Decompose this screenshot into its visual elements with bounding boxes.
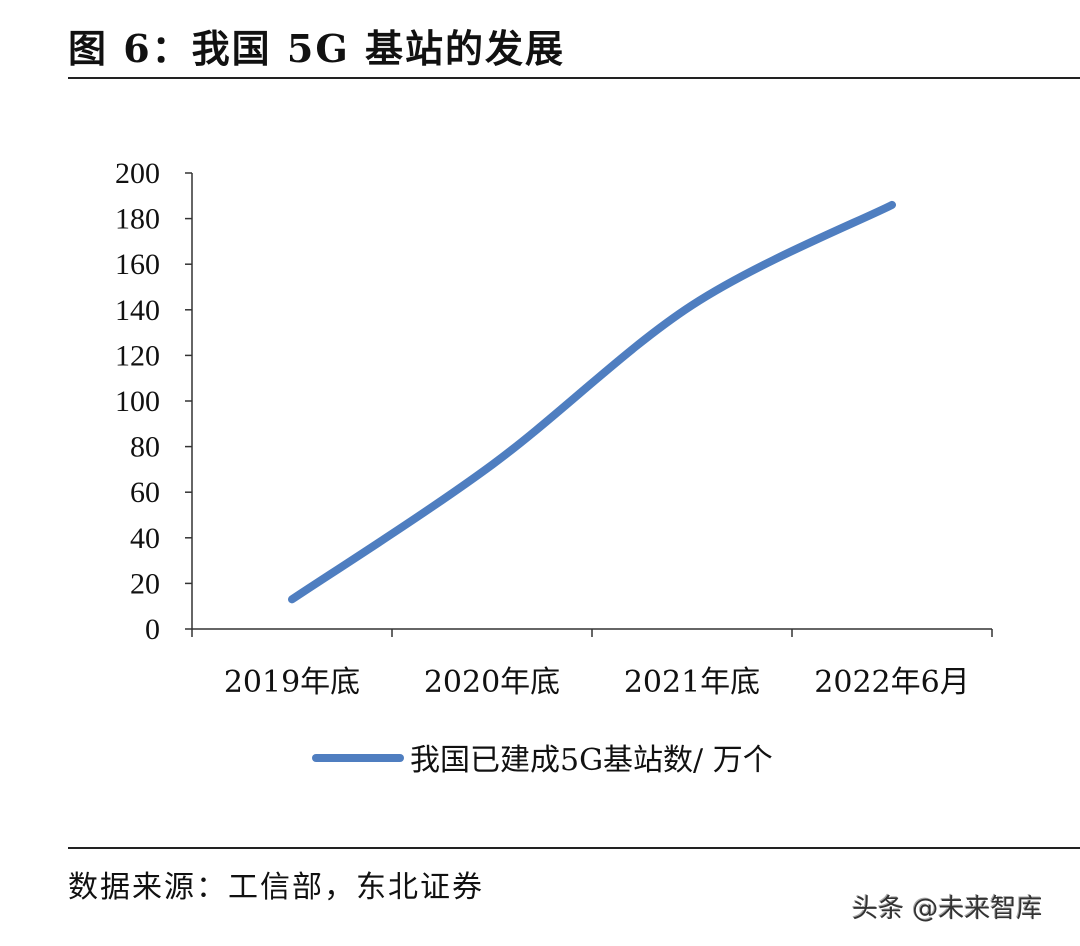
legend-label: 我国已建成5G基站数/ 万个: [410, 743, 773, 778]
x-tick-label: 2019年底: [224, 665, 360, 700]
line-chart: 0 20 40 60 80 100 120 140 160 180 200 2019年底 2020年底 2…: [115, 157, 993, 778]
y-tick-label: 160: [115, 248, 160, 281]
y-tick-label: 180: [115, 203, 160, 236]
y-tick-label: 200: [115, 157, 160, 190]
y-tick-label: 60: [130, 476, 160, 509]
y-tick-label: 80: [130, 431, 160, 464]
y-tick-label: 40: [130, 522, 160, 555]
data-source: 数据来源：工信部，东北证券: [68, 870, 484, 905]
y-tick-label: 100: [115, 385, 160, 418]
x-tick-label: 2021年底: [624, 665, 760, 700]
series-line: [288, 200, 896, 604]
y-tick-label: 0: [145, 613, 160, 646]
y-tick-label: 140: [115, 294, 160, 327]
title-rule: [68, 77, 1080, 79]
source-rule: [68, 847, 1080, 849]
figure-title: 图 6：我国 5G 基站的发展: [68, 26, 566, 71]
x-tick-label: 2020年底: [424, 665, 560, 700]
x-tick-label: 2022年6月: [814, 665, 969, 700]
y-tick-label: 120: [115, 339, 160, 372]
y-tick-label: 20: [130, 567, 160, 600]
watermark: 头条 @未来智库: [852, 894, 1043, 924]
